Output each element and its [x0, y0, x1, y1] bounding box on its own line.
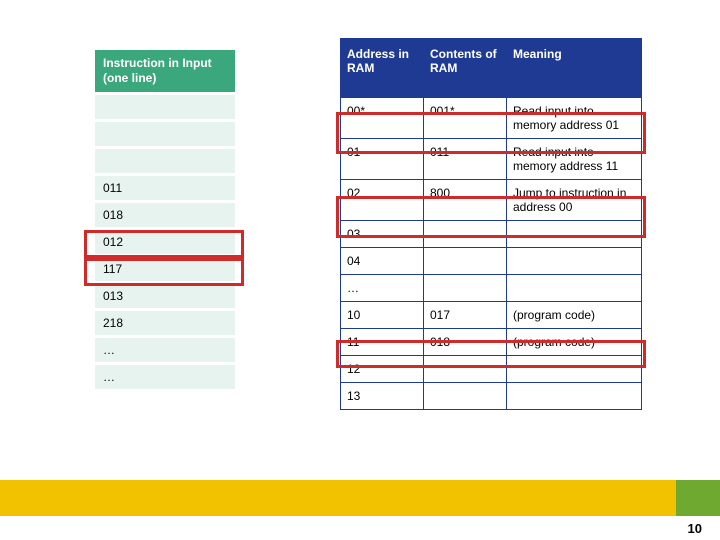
cell-contents	[424, 383, 507, 409]
highlight-box	[336, 196, 646, 238]
ram-row: 10 017 (program code)	[341, 301, 641, 328]
footer-green	[676, 480, 720, 516]
ram-row: 04	[341, 247, 641, 274]
instruction-cell: 218	[95, 311, 235, 335]
instruction-cell	[95, 122, 235, 146]
cell-address: …	[341, 275, 424, 301]
instruction-cell: 018	[95, 203, 235, 227]
cell-contents: 017	[424, 302, 507, 328]
highlight-box	[84, 258, 244, 286]
instruction-input-header: Instruction in Input (one line)	[95, 50, 235, 92]
cell-contents	[424, 248, 507, 274]
instruction-cell: …	[95, 365, 235, 389]
highlight-box	[336, 340, 646, 368]
ram-row: 13	[341, 382, 641, 409]
instruction-cell: …	[95, 338, 235, 362]
footer-yellow	[0, 480, 676, 516]
cell-address: 04	[341, 248, 424, 274]
ram-row: …	[341, 274, 641, 301]
footer-bar	[0, 480, 720, 516]
cell-meaning	[507, 383, 641, 409]
instruction-cell	[95, 149, 235, 173]
cell-address: 10	[341, 302, 424, 328]
col-contents: Contents of RAM	[424, 39, 507, 97]
instruction-cell	[95, 95, 235, 119]
cell-address: 13	[341, 383, 424, 409]
col-address: Address in RAM	[341, 39, 424, 97]
ram-table-header: Address in RAM Contents of RAM Meaning	[341, 39, 641, 97]
col-meaning: Meaning	[507, 39, 641, 97]
cell-meaning	[507, 248, 641, 274]
cell-contents	[424, 275, 507, 301]
cell-meaning	[507, 275, 641, 301]
highlight-box	[84, 230, 244, 258]
page-number: 10	[688, 521, 702, 536]
instruction-cell: 013	[95, 284, 235, 308]
highlight-box	[336, 112, 646, 154]
instruction-cell: 011	[95, 176, 235, 200]
instruction-input-column: Instruction in Input (one line) 011 018 …	[95, 50, 235, 389]
cell-meaning: (program code)	[507, 302, 641, 328]
